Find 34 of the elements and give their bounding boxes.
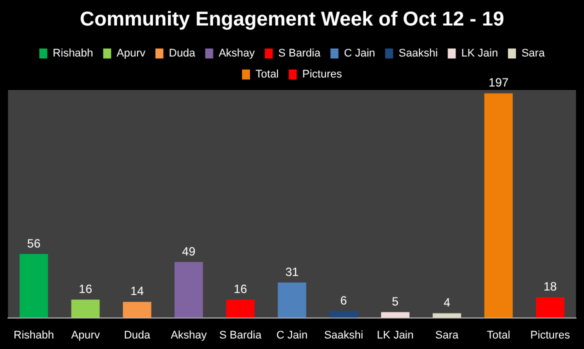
legend-label: Akshay bbox=[218, 48, 256, 60]
legend-label: Sara bbox=[521, 48, 546, 60]
legend-label: Duda bbox=[168, 48, 196, 60]
x-tick-label: Sara bbox=[435, 329, 460, 342]
data-label: 49 bbox=[182, 244, 196, 258]
chart-title: Community Engagement Week of Oct 12 - 19 bbox=[80, 8, 504, 31]
x-tick-label: Saakshi bbox=[324, 329, 364, 342]
x-tick-label: Total bbox=[486, 329, 510, 342]
data-label: 197 bbox=[488, 76, 509, 90]
x-tick-label: Akshay bbox=[170, 329, 208, 342]
x-tick-label: LK Jain bbox=[376, 329, 414, 342]
data-label: 6 bbox=[340, 293, 348, 308]
data-label: 18 bbox=[544, 280, 558, 294]
legend-label: Pictures bbox=[302, 68, 342, 81]
legend-label: Apurv bbox=[116, 48, 146, 60]
legend-label: S Bardia bbox=[278, 48, 322, 60]
data-label: 5 bbox=[392, 294, 399, 308]
legend-label: Total bbox=[256, 68, 279, 81]
x-tick-label: Pictures bbox=[530, 329, 571, 342]
data-label: 4 bbox=[444, 296, 451, 310]
legend-label: Saakshi bbox=[398, 48, 438, 60]
data-label: 56 bbox=[27, 236, 41, 250]
legend-label: Rishabh bbox=[52, 48, 94, 60]
x-tick-label: C Jain bbox=[276, 329, 308, 342]
data-label: 31 bbox=[285, 264, 299, 279]
x-tick-label: Apurv bbox=[71, 329, 100, 342]
x-tick-label: Duda bbox=[124, 329, 152, 342]
data-label: 14 bbox=[130, 284, 144, 298]
data-label: 16 bbox=[234, 282, 248, 296]
legend-label: C Jain bbox=[344, 48, 376, 60]
data-label: 16 bbox=[78, 282, 92, 296]
legend-label: LK Jain bbox=[461, 48, 498, 60]
x-tick-label: Rishabh bbox=[14, 329, 54, 342]
x-tick-label: S Bardia bbox=[219, 329, 262, 342]
